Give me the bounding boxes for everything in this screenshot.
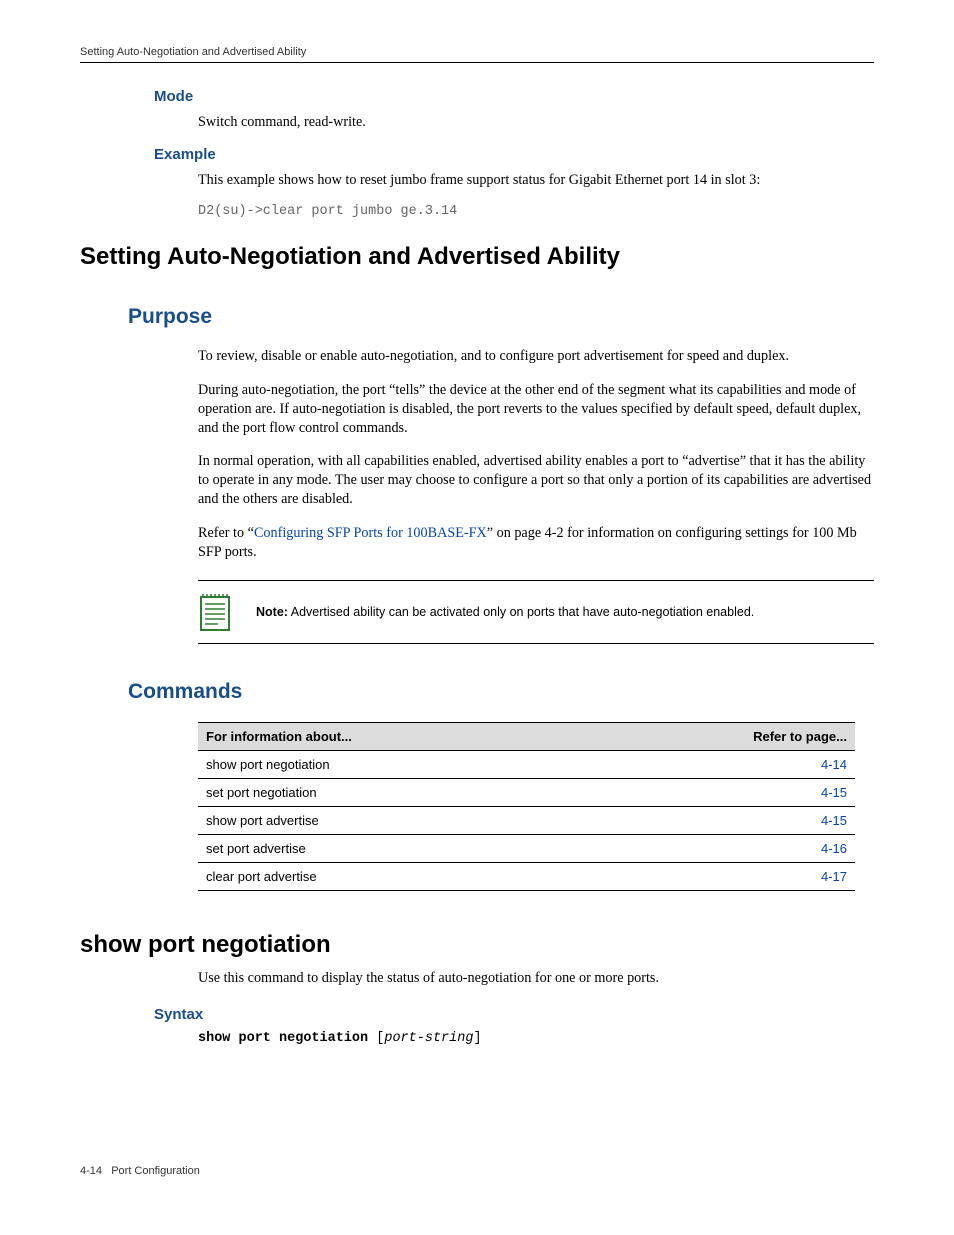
cmd-cell: show port advertise xyxy=(198,806,589,834)
footer: 4-14 Port Configuration xyxy=(80,1165,200,1177)
purpose-para-1: To review, disable or enable auto-negoti… xyxy=(198,347,874,366)
cmd-cell: show port negotiation xyxy=(198,750,589,778)
para4-pre: Refer to “ xyxy=(198,525,254,541)
purpose-para-3: In normal operation, with all capabiliti… xyxy=(198,452,874,510)
footer-section: Port Configuration xyxy=(111,1165,200,1177)
table-row: show port negotiation 4-14 xyxy=(198,750,855,778)
col-info-header: For information about... xyxy=(198,722,589,750)
table-row: show port advertise 4-15 xyxy=(198,806,855,834)
note-text: Note: Advertised ability can be activate… xyxy=(256,605,754,619)
cmd-cell: set port advertise xyxy=(198,834,589,862)
commands-table: For information about... Refer to page..… xyxy=(198,722,855,891)
syntax-line: show port negotiation [port-string] xyxy=(198,1031,874,1046)
example-heading: Example xyxy=(154,146,874,163)
sfp-config-link[interactable]: Configuring SFP Ports for 100BASE-FX xyxy=(254,525,487,541)
page-link[interactable]: 4-14 xyxy=(821,757,847,772)
example-code: D2(su)->clear port jumbo ge.3.14 xyxy=(198,204,874,219)
commands-heading: Commands xyxy=(128,680,874,704)
mode-text: Switch command, read-write. xyxy=(198,113,874,132)
syntax-heading: Syntax xyxy=(154,1006,874,1023)
table-row: set port negotiation 4-15 xyxy=(198,778,855,806)
show-port-neg-desc: Use this command to display the status o… xyxy=(198,969,874,988)
running-header: Setting Auto-Negotiation and Advertised … xyxy=(80,46,874,58)
page-link[interactable]: 4-15 xyxy=(821,813,847,828)
section-title: Setting Auto-Negotiation and Advertised … xyxy=(80,243,874,271)
table-row: set port advertise 4-16 xyxy=(198,834,855,862)
note-label: Note: xyxy=(256,605,288,619)
note-body: Advertised ability can be activated only… xyxy=(288,605,754,619)
page-link[interactable]: 4-15 xyxy=(821,785,847,800)
purpose-para-2: During auto-negotiation, the port “tells… xyxy=(198,381,874,439)
show-port-neg-heading: show port negotiation xyxy=(80,931,874,959)
mode-heading: Mode xyxy=(154,88,874,105)
syntax-keyword: show port negotiation xyxy=(198,1031,368,1046)
table-row: clear port advertise 4-17 xyxy=(198,862,855,890)
page-link[interactable]: 4-17 xyxy=(821,869,847,884)
note-box: Note: Advertised ability can be activate… xyxy=(198,580,874,644)
syntax-bracket-open: [ xyxy=(368,1031,384,1046)
syntax-bracket-close: ] xyxy=(473,1031,481,1046)
cmd-cell: set port negotiation xyxy=(198,778,589,806)
syntax-arg: port-string xyxy=(384,1031,473,1046)
page-link[interactable]: 4-16 xyxy=(821,841,847,856)
header-rule xyxy=(80,62,874,63)
notepad-icon xyxy=(198,591,232,633)
purpose-heading: Purpose xyxy=(128,305,874,329)
footer-page-num: 4-14 xyxy=(80,1165,102,1177)
example-text: This example shows how to reset jumbo fr… xyxy=(198,171,874,190)
col-page-header: Refer to page... xyxy=(589,722,855,750)
purpose-para-4: Refer to “Configuring SFP Ports for 100B… xyxy=(198,524,874,562)
cmd-cell: clear port advertise xyxy=(198,862,589,890)
